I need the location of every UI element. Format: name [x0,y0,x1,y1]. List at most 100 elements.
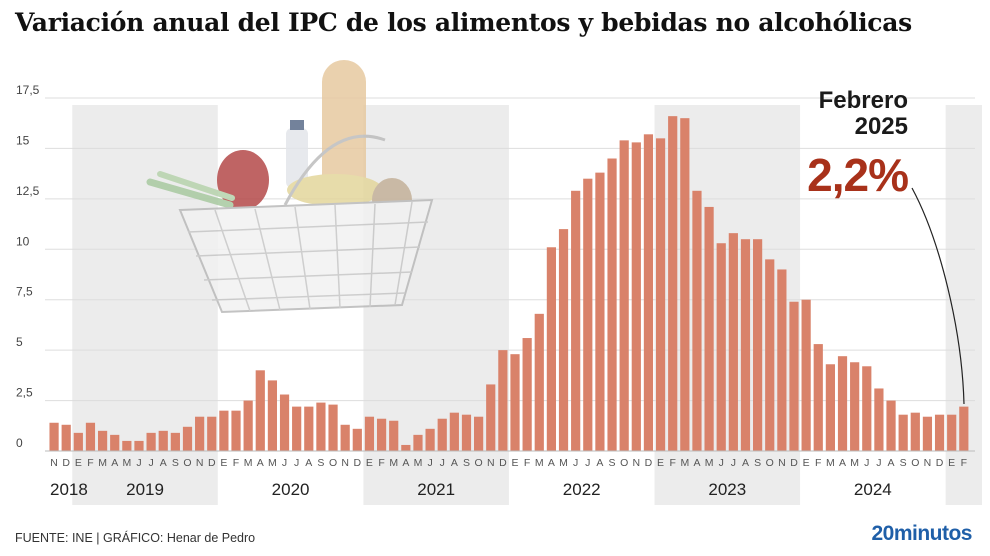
bar [728,233,738,451]
y-tick-label: 5 [16,335,23,349]
bar [607,158,617,451]
bar [304,406,314,451]
x-tick-label: F [961,457,967,469]
year-label: 2018 [50,480,88,499]
bar [546,247,556,451]
x-tick-label: A [548,457,555,469]
x-tick-label: A [693,457,700,469]
x-tick-label: N [50,457,58,469]
bar [389,420,399,451]
bar [146,432,156,451]
x-tick-label: N [924,457,932,469]
bar [243,400,253,451]
x-tick-label: J [876,457,881,469]
x-tick-label: F [815,457,821,469]
x-tick-label: M [122,457,131,469]
y-tick-label: 12,5 [16,184,40,198]
bar [110,434,120,451]
x-tick-label: E [803,457,810,469]
bar [947,414,957,451]
x-tick-label: M [850,457,859,469]
x-tick-label: E [512,457,519,469]
y-tick-label: 2,5 [16,386,33,400]
bar [765,259,775,451]
x-tick-label: M [826,457,835,469]
bar [170,432,180,451]
year-label: 2024 [854,480,892,499]
x-tick-label: N [487,457,495,469]
bar [740,239,751,451]
bar [631,142,641,451]
x-tick-label: A [839,457,846,469]
x-tick-label: O [766,457,774,469]
bar [73,432,83,451]
x-tick-label: S [463,457,470,469]
bar [922,416,933,451]
bar [934,414,945,451]
bar [583,178,593,451]
y-tick-label: 15 [16,133,30,147]
bar [219,410,229,451]
bar [825,364,835,451]
bar [449,412,459,451]
bar [207,416,217,451]
bar [122,440,132,451]
source-credit: FUENTE: INE | GRÁFICO: Henar de Pedro [15,531,256,545]
x-tick-label: E [366,457,373,469]
x-tick-label: S [609,457,616,469]
bar [352,428,362,451]
bar [850,362,860,451]
bar [376,418,387,451]
bar [643,134,654,451]
annotation-month: Febrero [818,87,908,114]
bar [959,406,969,451]
bar [474,416,484,451]
x-tick-label: M [389,457,398,469]
bar [862,366,872,451]
x-tick-label: J [440,457,445,469]
x-tick-label: M [535,457,544,469]
bar [837,356,848,451]
x-tick-label: O [620,457,628,469]
x-tick-label: J [731,457,736,469]
bar [413,434,423,451]
bar [97,430,108,451]
y-tick-label: 17,5 [16,83,40,97]
x-tick-label: J [294,457,299,469]
x-tick-label: M [705,457,714,469]
x-tick-label: O [329,457,337,469]
x-tick-label: S [754,457,761,469]
bar [61,424,71,451]
x-tick-label: A [596,457,603,469]
y-tick-label: 10 [16,234,30,248]
x-tick-label: D [62,457,70,469]
y-tick-label: 0 [16,436,23,450]
bar [898,414,908,451]
bar [595,172,605,451]
year-label: 2021 [417,480,455,499]
bar [522,338,532,451]
year-label: 2022 [563,480,601,499]
annotation-year: 2025 [854,113,908,140]
x-tick-label: A [451,457,458,469]
x-tick-label: J [427,457,432,469]
x-tick-label: M [98,457,107,469]
x-tick-label: J [148,457,153,469]
x-tick-label: A [305,457,312,469]
bar [668,116,678,452]
x-tick-label: A [742,457,749,469]
bar [704,206,714,451]
x-tick-label: D [936,457,944,469]
year-band [654,105,801,505]
annotation-value: 2,2% [807,149,909,201]
chart-title: Variación anual del IPC de los alimentos… [15,8,912,37]
x-tick-label: N [633,457,641,469]
x-tick-label: N [778,457,786,469]
bar [267,380,278,451]
x-tick-label: J [573,457,578,469]
x-tick-label: A [111,457,118,469]
year-label: 2019 [126,480,164,499]
x-tick-label: D [354,457,362,469]
bar [340,424,350,451]
x-tick-label: D [499,457,507,469]
